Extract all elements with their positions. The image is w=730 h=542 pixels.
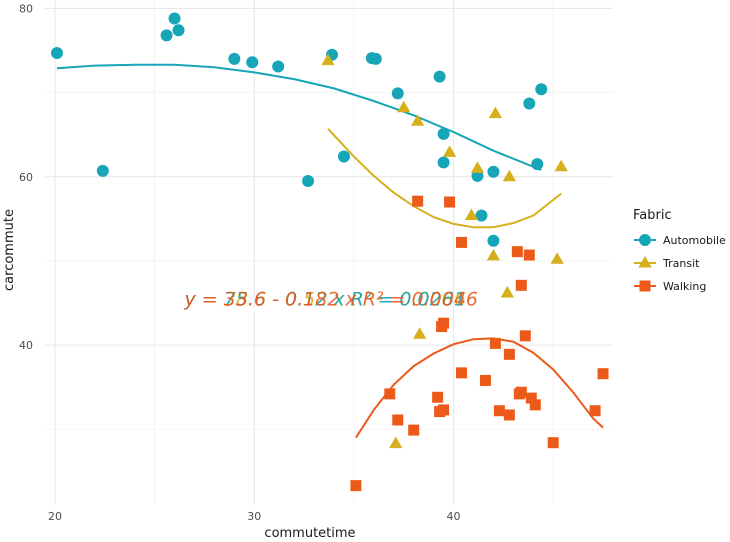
point-automobile — [487, 234, 500, 247]
point-automobile — [535, 83, 548, 96]
legend-label-transit: Transit — [662, 257, 700, 270]
legend-key-transit — [638, 256, 652, 268]
point-walking — [392, 414, 404, 426]
equation-label-2: y = 33.6 - 0.182 x R² = 0.0046 — [184, 289, 479, 311]
fit-curve-automobile — [56, 63, 542, 171]
point-transit — [389, 436, 403, 449]
point-transit — [488, 106, 503, 119]
legend: Fabric Automobile Transit Walking — [633, 208, 726, 293]
point-walking — [515, 279, 527, 291]
point-walking — [444, 196, 456, 208]
legend-item-transit: Transit — [634, 256, 700, 270]
point-automobile — [96, 164, 109, 177]
point-transit — [411, 114, 425, 126]
point-walking — [438, 317, 450, 329]
y-tick-label: 80 — [19, 2, 33, 15]
legend-key-walking — [639, 280, 651, 292]
tick-labels: 20 30 40 40 60 80 — [19, 2, 461, 523]
point-walking — [438, 404, 450, 416]
point-walking — [489, 337, 501, 349]
point-automobile — [531, 158, 544, 171]
point-automobile — [168, 12, 181, 25]
point-automobile — [391, 87, 404, 100]
equation-label-1: y = 75.6 - 0.12 x R² = 0.0261 — [184, 289, 466, 311]
point-walking — [503, 348, 515, 360]
point-transit — [550, 252, 564, 264]
point-automobile — [369, 52, 382, 65]
x-tick-label: 30 — [247, 510, 261, 523]
x-tick-label: 20 — [48, 510, 62, 523]
point-automobile — [437, 156, 450, 169]
grid-minor — [45, 0, 613, 505]
point-walking — [547, 437, 559, 449]
equation-label-0: y = 38.6 - 0.52 x R² = 0.0086 — [184, 289, 466, 311]
point-walking — [503, 409, 515, 421]
point-walking — [432, 391, 444, 403]
point-walking — [597, 368, 609, 380]
point-walking — [456, 367, 468, 379]
legend-item-walking: Walking — [634, 280, 706, 293]
point-automobile — [437, 127, 450, 140]
point-transit — [486, 248, 501, 261]
point-transit — [470, 161, 485, 173]
point-walking — [456, 236, 468, 248]
x-tick-label: 40 — [447, 510, 461, 523]
point-transit — [442, 145, 457, 157]
point-walking — [525, 392, 537, 404]
legend-label-automobile: Automobile — [663, 234, 726, 247]
point-transit — [502, 169, 517, 182]
point-walking — [515, 386, 527, 398]
point-walking — [408, 424, 420, 436]
point-transit — [413, 327, 427, 339]
legend-item-automobile: Automobile — [634, 234, 726, 247]
legend-key-automobile — [639, 234, 651, 246]
point-transit — [397, 100, 411, 113]
point-walking — [589, 405, 601, 417]
point-automobile — [246, 56, 259, 69]
y-tick-label: 60 — [19, 171, 33, 184]
point-walking — [493, 405, 505, 417]
point-walking — [529, 399, 541, 411]
point-walking — [519, 330, 531, 342]
point-automobile — [433, 70, 446, 83]
fit-curve-transit — [327, 128, 562, 229]
y-axis-title: carcommute — [2, 209, 17, 291]
point-automobile — [50, 47, 63, 60]
point-automobile — [160, 29, 173, 42]
data-points — [50, 12, 609, 492]
point-walking — [412, 195, 424, 207]
point-walking — [511, 246, 523, 258]
fit-curves — [56, 63, 604, 439]
y-tick-label: 40 — [19, 339, 33, 352]
point-automobile — [523, 97, 536, 110]
point-automobile — [272, 60, 285, 73]
point-walking — [384, 388, 396, 400]
point-transit — [321, 53, 335, 66]
point-automobile — [302, 174, 315, 187]
point-transit — [554, 159, 568, 172]
x-axis-title: commutetime — [264, 526, 355, 541]
point-walking — [479, 374, 491, 386]
legend-title: Fabric — [633, 208, 672, 223]
point-automobile — [471, 169, 484, 182]
point-automobile — [487, 165, 500, 178]
fit-curve-walking — [355, 337, 604, 439]
point-automobile — [475, 209, 488, 222]
legend-label-walking: Walking — [663, 280, 706, 293]
point-transit — [500, 285, 515, 298]
point-walking — [350, 480, 362, 492]
point-automobile — [228, 52, 241, 65]
point-automobile — [172, 24, 185, 37]
point-walking — [523, 249, 535, 261]
point-automobile — [337, 150, 350, 163]
point-transit — [464, 208, 479, 221]
